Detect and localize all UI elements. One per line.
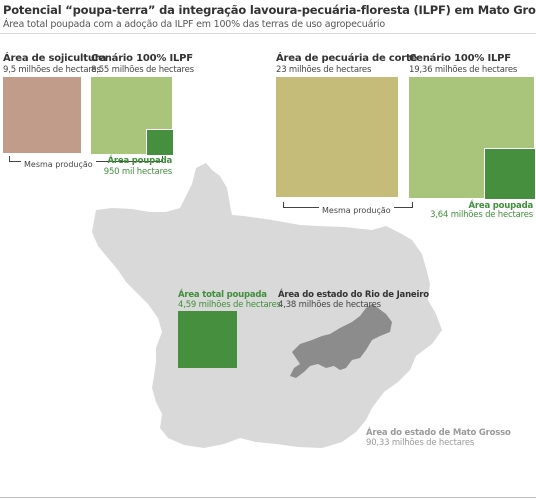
mt-area-value: 90,33 milhões de hectares <box>366 438 475 448</box>
soy-saved-label: Área poupada <box>107 156 173 166</box>
footer-divider <box>0 497 536 498</box>
header-divider <box>0 33 536 34</box>
cattle-scenario-label: Cenário 100% ILPF <box>409 53 511 64</box>
soy-area-label: Área de sojicultura <box>3 53 107 64</box>
cattle-saved-label: Área poupada <box>468 201 534 211</box>
page-subtitle: Área total poupada com a adoção da ILPF … <box>3 19 385 30</box>
cattle-area-label: Área de pecuária de corte <box>276 53 418 64</box>
total-saved-label: Área total poupada <box>178 290 267 300</box>
soy-area-square <box>3 77 81 153</box>
total-saved-square <box>178 311 237 368</box>
cattle-area-square <box>276 77 398 197</box>
soy-saved-square <box>146 129 173 155</box>
page-title: Potencial “poupa-terra” da integração la… <box>3 3 536 17</box>
rj-area-value: 4,38 milhões de hectares <box>278 300 381 310</box>
cattle-saved-value: 3,64 milhões de hectares <box>430 210 533 220</box>
soy-same-production-label: Mesma produção <box>21 160 96 169</box>
mt-area-label: Área do estado de Mato Grosso <box>366 428 511 438</box>
mato-grosso-state-shape <box>92 163 442 448</box>
rj-area-label: Área do estado do Rio de Janeiro <box>278 290 429 300</box>
cattle-area-value: 23 milhões de hectares <box>276 65 372 75</box>
cattle-scenario-value: 19,36 milhões de hectares <box>409 65 518 75</box>
cattle-saved-square <box>484 148 535 199</box>
total-saved-value: 4,59 milhões de hectares <box>178 300 281 310</box>
soy-scenario-label: Cenário 100% ILPF <box>91 53 193 64</box>
soy-scenario-value: 8,55 milhões de hectares <box>91 65 194 75</box>
soy-area-value: 9,5 milhões de hectares <box>3 65 101 75</box>
soy-saved-value: 950 mil hectares <box>103 167 172 177</box>
rio-de-janeiro-state-shape <box>290 304 392 378</box>
cattle-same-production-label: Mesma produção <box>319 206 394 215</box>
